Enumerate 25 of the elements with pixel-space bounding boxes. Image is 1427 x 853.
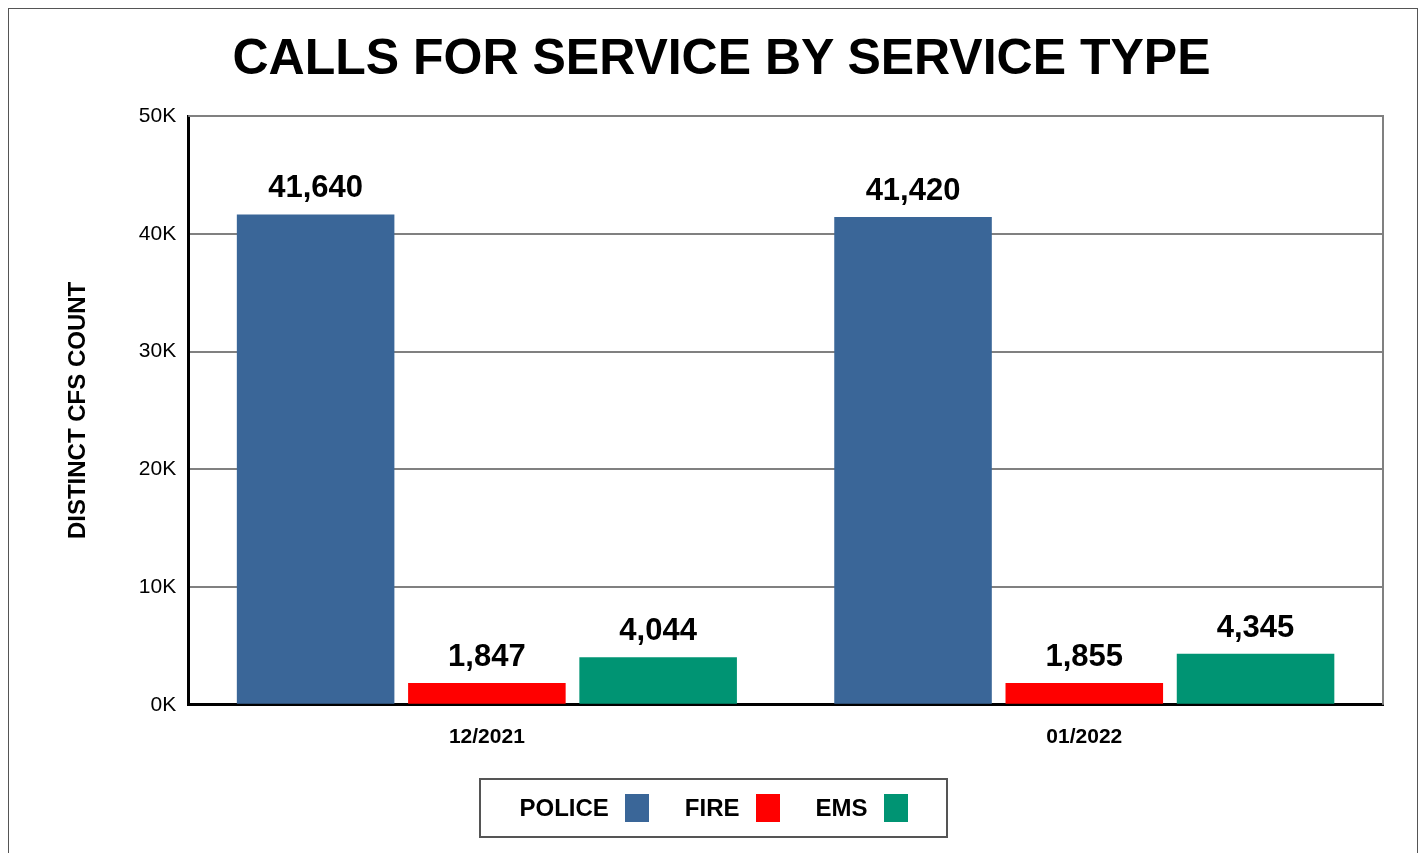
bar bbox=[834, 217, 992, 704]
y-tick-label: 20K bbox=[138, 456, 177, 480]
chart-title: CALLS FOR SERVICE BY SERVICE TYPE bbox=[232, 28, 1211, 85]
bar bbox=[1176, 653, 1335, 704]
x-tick-label: 12/2021 bbox=[448, 724, 526, 748]
y-tick-label: 10K bbox=[138, 573, 177, 597]
data-label: 41,640 bbox=[268, 169, 364, 205]
x-tick-label: 01/2022 bbox=[1046, 724, 1123, 748]
bar bbox=[1005, 682, 1164, 704]
y-axis-title: DISTINCT CFS COUNT bbox=[63, 281, 91, 540]
data-label: 1,847 bbox=[448, 638, 526, 674]
bar bbox=[408, 683, 566, 704]
legend-label: EMS bbox=[815, 794, 868, 822]
y-tick-label: 40K bbox=[138, 220, 177, 244]
bar bbox=[579, 657, 737, 704]
bar bbox=[236, 214, 395, 704]
data-label: 1,855 bbox=[1045, 638, 1124, 673]
y-tick-label: 0K bbox=[150, 691, 177, 715]
data-label: 4,044 bbox=[619, 612, 698, 648]
legend-label: POLICE bbox=[519, 794, 609, 822]
y-tick-label: 50K bbox=[138, 102, 177, 126]
data-label: 4,345 bbox=[1216, 608, 1295, 644]
data-label: 41,420 bbox=[865, 172, 961, 208]
legend-label: FIRE bbox=[684, 794, 740, 822]
y-tick-label: 30K bbox=[138, 338, 177, 362]
